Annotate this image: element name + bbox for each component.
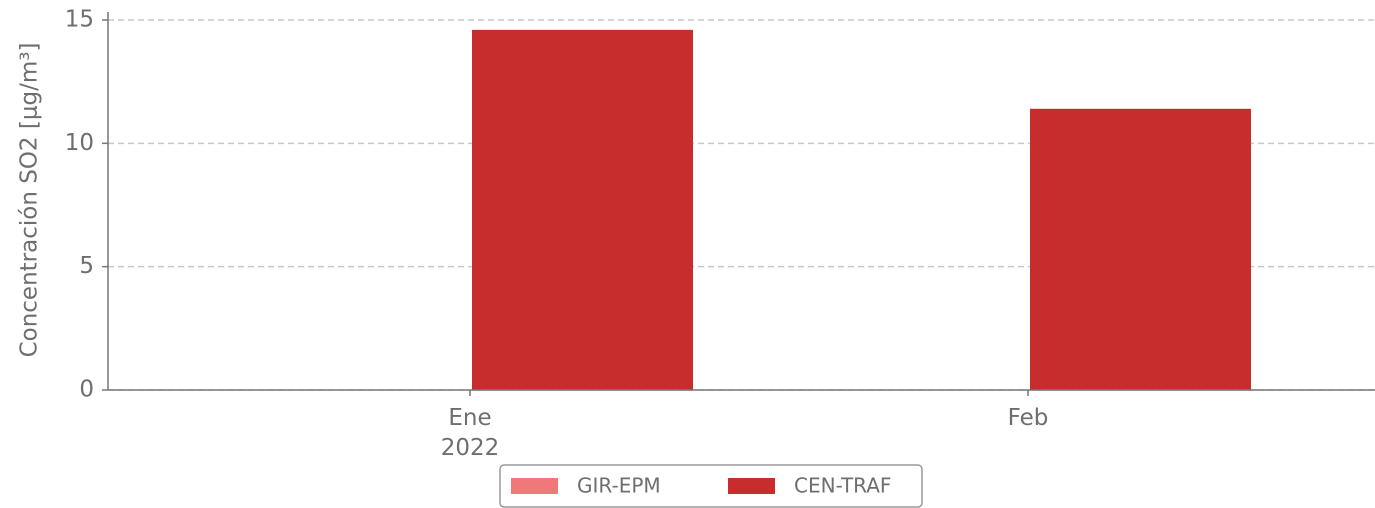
y-tick-label: 10 [65, 130, 94, 156]
x-tick-label: Ene 2022 [441, 405, 500, 461]
legend-label: GIR-EPM [577, 474, 661, 498]
legend-swatch [728, 478, 775, 494]
y-tick-label: 15 [65, 7, 94, 33]
legend-swatch [511, 478, 558, 494]
y-tick-label: 5 [79, 253, 94, 279]
bar [472, 29, 693, 390]
y-tick-label: 0 [79, 377, 94, 403]
legend-label: CEN-TRAF [794, 474, 891, 498]
legend: GIR-EPM CEN-TRAF [499, 464, 923, 508]
y-axis-label: Concentración SO2 [μg/m³] [17, 43, 43, 358]
bar [1030, 108, 1251, 391]
x-tick-label: Feb [1008, 405, 1049, 431]
legend-frame [499, 464, 923, 508]
